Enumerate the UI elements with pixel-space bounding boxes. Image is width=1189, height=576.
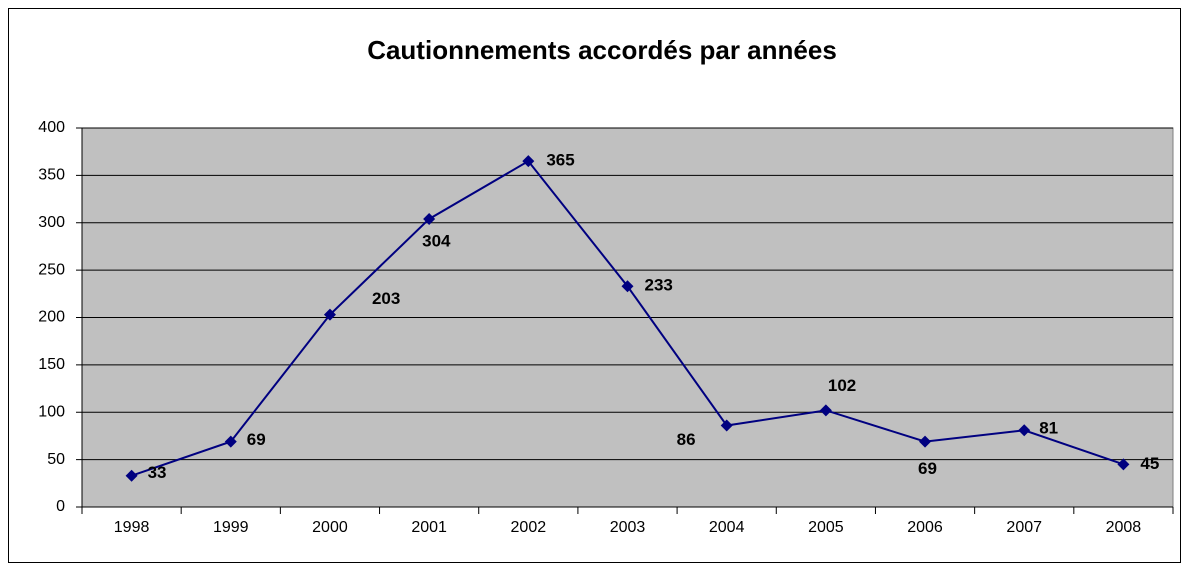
marker [621, 280, 634, 293]
data-label: 102 [828, 376, 856, 395]
marker [919, 435, 932, 448]
marker [720, 419, 733, 432]
marker [1018, 424, 1031, 437]
marker [125, 469, 138, 482]
data-label: 233 [645, 276, 673, 295]
x-tick-label: 2002 [511, 519, 547, 536]
y-tick-label: 0 [56, 498, 65, 515]
data-label: 69 [247, 430, 266, 449]
y-tick-label: 100 [38, 403, 65, 420]
y-tick-label: 50 [47, 451, 65, 468]
marker [522, 155, 535, 168]
x-tick-label: 2008 [1106, 519, 1142, 536]
x-tick-label: 2005 [808, 519, 844, 536]
x-tick-label: 2003 [610, 519, 646, 536]
marker [423, 212, 436, 225]
data-label: 365 [546, 151, 574, 170]
y-tick-label: 200 [38, 309, 65, 326]
y-tick-label: 350 [38, 167, 65, 184]
x-tick-label: 2004 [709, 519, 745, 536]
x-tick-label: 2007 [1006, 519, 1042, 536]
marker [224, 435, 237, 448]
y-tick-label: 300 [38, 214, 65, 231]
data-label: 304 [422, 231, 451, 250]
chart-title: Cautionnements accordés par années [367, 35, 837, 65]
x-tick-label: 1998 [114, 519, 150, 536]
data-label: 203 [372, 289, 400, 308]
x-tick-label: 1999 [213, 519, 249, 536]
data-label: 86 [677, 430, 696, 449]
x-tick-label: 2000 [312, 519, 348, 536]
data-label: 69 [918, 459, 937, 478]
data-label: 81 [1039, 419, 1058, 438]
y-tick-label: 250 [38, 261, 65, 278]
y-tick-label: 400 [38, 119, 65, 136]
y-tick-label: 150 [38, 356, 65, 373]
marker [1117, 458, 1130, 471]
marker [819, 404, 832, 417]
data-label: 45 [1140, 454, 1159, 473]
x-tick-label: 2006 [907, 519, 943, 536]
data-label: 33 [148, 463, 167, 482]
x-tick-label: 2001 [411, 519, 447, 536]
marker [323, 308, 336, 321]
